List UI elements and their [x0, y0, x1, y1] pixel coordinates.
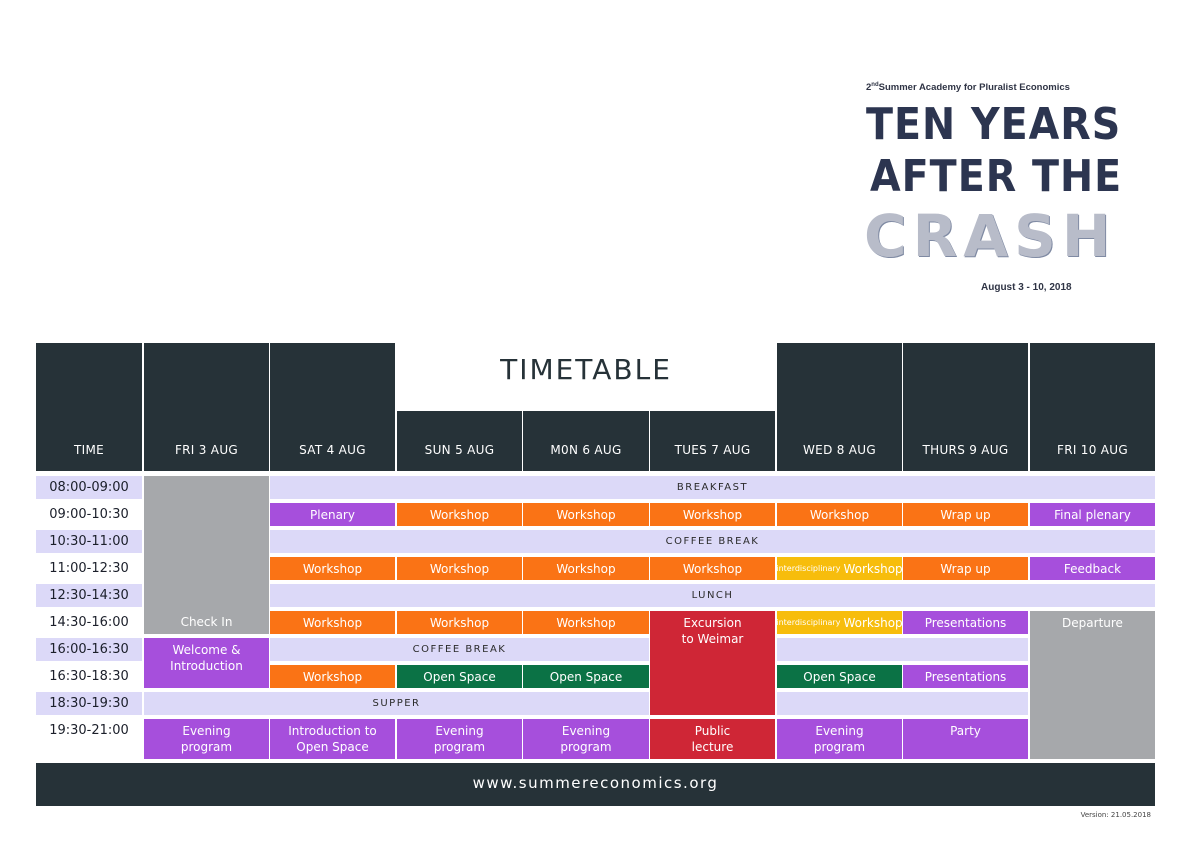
- column-header-mon-6: M0N 6 AUG: [523, 411, 649, 471]
- lunch-band: LUNCH: [270, 584, 1155, 607]
- coffee-break-band: COFFEE BREAK: [270, 530, 1155, 553]
- workshop-block: Workshop: [523, 503, 649, 526]
- footer-bar: www.summereconomics.org: [36, 763, 1155, 806]
- plenary-block: Plenary: [270, 503, 395, 526]
- wrap-up-block: Wrap up: [903, 557, 1028, 580]
- feedback-block: Feedback: [1030, 557, 1155, 580]
- evening-program-block: Evening program: [144, 719, 269, 759]
- workshop-label: Workshop: [843, 615, 903, 630]
- workshop-block: Workshop: [270, 665, 395, 688]
- welcome-block: Welcome & Introduction: [144, 638, 269, 688]
- time-slot: 16:30-18:30: [36, 665, 142, 688]
- open-space-block: Open Space: [523, 665, 649, 688]
- check-in-block: Check In: [144, 476, 269, 634]
- title-line-3: CRASH: [864, 202, 1117, 270]
- workshop-label: Workshop: [843, 561, 903, 576]
- intro-open-space-block: Introduction to Open Space: [270, 719, 395, 759]
- workshop-block: Workshop: [650, 557, 775, 580]
- evening-program-block: Evening program: [397, 719, 522, 759]
- empty-slot: [777, 692, 1028, 715]
- column-header-fri-3: FRI 3 AUG: [144, 343, 269, 471]
- presentations-block: Presentations: [903, 611, 1028, 634]
- excursion-block: Excursion to Weimar: [650, 611, 775, 715]
- workshop-block: Workshop: [270, 611, 395, 634]
- workshop-block: Workshop: [397, 611, 522, 634]
- time-slot: 12:30-14:30: [36, 584, 142, 607]
- breakfast-band: BREAKFAST: [270, 476, 1155, 499]
- title-line-2: AFTER THE: [870, 151, 1123, 202]
- timetable-title: TIMETABLE: [500, 353, 672, 386]
- workshop-block: Workshop: [270, 557, 395, 580]
- event-dates: August 3 - 10, 2018: [981, 282, 1072, 293]
- academy-label: 2ndSummer Academy for Pluralist Economic…: [866, 82, 1070, 94]
- workshop-block: Workshop: [397, 503, 522, 526]
- public-lecture-block: Public lecture: [650, 719, 775, 759]
- workshop-block: Workshop: [397, 557, 522, 580]
- interdisciplinary-label: interdisciplinary: [776, 617, 841, 627]
- workshop-block: Workshop: [523, 557, 649, 580]
- workshop-block: Workshop: [777, 503, 902, 526]
- party-block: Party: [903, 719, 1028, 759]
- title-line-1: TEN YEARS: [866, 99, 1122, 150]
- workshop-block: Workshop: [650, 503, 775, 526]
- workshop-block: Workshop: [523, 611, 649, 634]
- time-slot: 16:00-16:30: [36, 638, 142, 661]
- time-slot: 08:00-09:00: [36, 476, 142, 499]
- interdisciplinary-label: interdisciplinary: [776, 563, 841, 573]
- time-slot: 09:00-10:30: [36, 503, 142, 526]
- time-slot: 19:30-21:00: [36, 719, 142, 742]
- evening-program-block: Evening program: [777, 719, 902, 759]
- departure-block: Departure: [1030, 611, 1155, 759]
- open-space-block: Open Space: [777, 665, 902, 688]
- column-header-sat-4: SAT 4 AUG: [270, 343, 395, 471]
- column-header-fri-10: FRI 10 AUG: [1030, 343, 1155, 471]
- supper-band: SUPPER: [144, 692, 649, 715]
- wrap-up-block: Wrap up: [903, 503, 1028, 526]
- interdisciplinary-workshop-block: interdisciplinary Workshop: [776, 611, 903, 634]
- time-slot: 14:30-16:00: [36, 611, 142, 634]
- time-slot: 10:30-11:00: [36, 530, 142, 553]
- evening-program-block: Evening program: [523, 719, 649, 759]
- final-plenary-block: Final plenary: [1030, 503, 1155, 526]
- website-link[interactable]: www.summereconomics.org: [472, 773, 719, 792]
- empty-slot: [777, 638, 1028, 661]
- coffee-break-band: COFFEE BREAK: [270, 638, 649, 661]
- column-header-thurs-9: THURS 9 AUG: [903, 343, 1028, 471]
- interdisciplinary-workshop-block: interdisciplinary Workshop: [776, 557, 903, 580]
- column-header-tues-7: TUES 7 AUG: [650, 411, 775, 471]
- open-space-block: Open Space: [397, 665, 522, 688]
- presentations-block: Presentations: [903, 665, 1028, 688]
- time-slot: 18:30-19:30: [36, 692, 142, 715]
- column-header-wed-8: WED 8 AUG: [777, 343, 902, 471]
- time-slot: 11:00-12:30: [36, 557, 142, 580]
- column-header-time: TIME: [36, 343, 142, 471]
- version-label: Version: 21.05.2018: [1080, 811, 1151, 819]
- column-header-sun-5: SUN 5 AUG: [397, 411, 522, 471]
